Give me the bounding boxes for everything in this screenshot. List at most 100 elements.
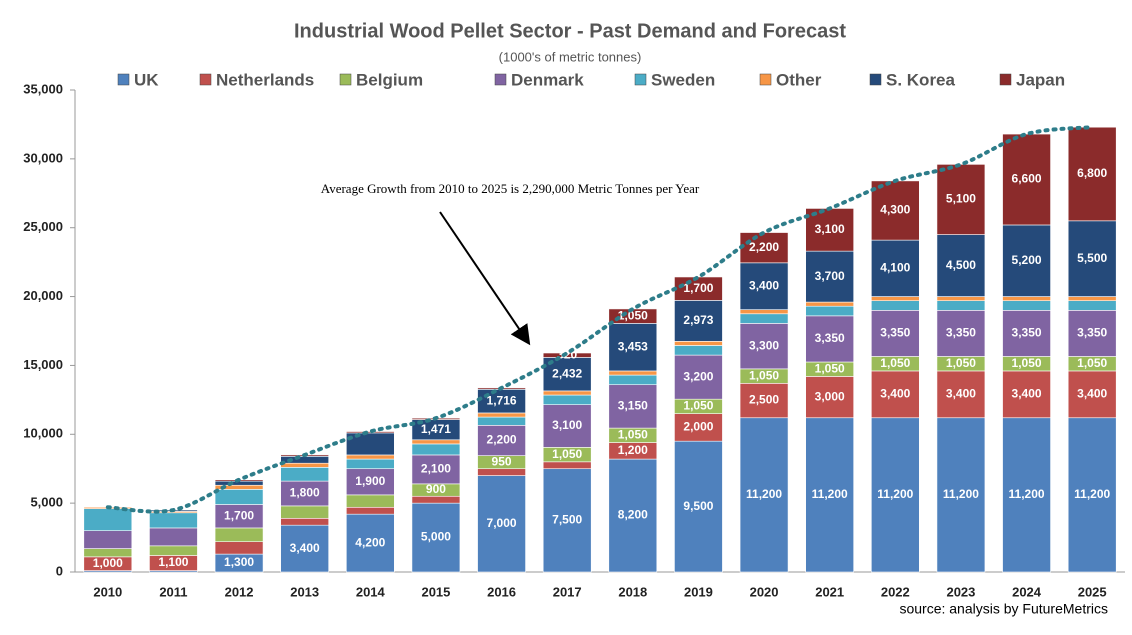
value-label: 1,200 bbox=[618, 443, 648, 457]
value-label: 3,400 bbox=[1012, 387, 1042, 401]
value-label: 6,800 bbox=[1077, 166, 1107, 180]
x-tick-label: 2018 bbox=[618, 584, 647, 599]
bar-segment bbox=[871, 296, 920, 302]
bar-segment bbox=[1067, 220, 1117, 297]
x-tick-label: 2020 bbox=[750, 584, 779, 599]
bar-segment bbox=[871, 239, 920, 297]
value-label: 2,500 bbox=[749, 393, 779, 407]
legend-swatch bbox=[634, 73, 647, 86]
value-label: 3,300 bbox=[749, 338, 779, 352]
bar-segment bbox=[1067, 417, 1117, 573]
x-tick-label: 2021 bbox=[815, 584, 844, 599]
y-tick-label: 10,000 bbox=[23, 426, 63, 441]
bar-segment bbox=[280, 462, 329, 468]
bar-segment bbox=[280, 505, 329, 519]
bar-segment bbox=[1002, 224, 1051, 297]
y-tick-label: 35,000 bbox=[23, 81, 63, 96]
bar-segment bbox=[1002, 133, 1051, 226]
bar-segment bbox=[674, 345, 723, 356]
value-label: 2,432 bbox=[552, 366, 582, 380]
value-label: 1,471 bbox=[421, 422, 451, 436]
x-tick-label: 2023 bbox=[946, 584, 975, 599]
value-label: 1,000 bbox=[93, 556, 123, 570]
annotation: Average Growth from 2010 to 2025 is 2,29… bbox=[321, 181, 700, 196]
legend-swatch bbox=[759, 73, 772, 86]
value-label: 7,500 bbox=[552, 513, 582, 527]
value-label: 950 bbox=[492, 454, 512, 468]
bar-segment bbox=[936, 300, 986, 311]
legend-swatch bbox=[339, 73, 352, 86]
x-tick-label: 2016 bbox=[487, 584, 516, 599]
bar-segment bbox=[83, 530, 133, 549]
bar-segment bbox=[936, 234, 986, 297]
bar-segment bbox=[608, 374, 658, 386]
value-label: 3,350 bbox=[1077, 326, 1107, 340]
value-label: 2,200 bbox=[749, 240, 779, 254]
bar-segment bbox=[477, 468, 526, 476]
value-label: 1,700 bbox=[224, 508, 254, 522]
bar-segment bbox=[411, 502, 461, 573]
value-label: 11,200 bbox=[1009, 487, 1045, 501]
bar-segment bbox=[542, 394, 592, 405]
value-label: 2,000 bbox=[683, 420, 713, 434]
value-label: 900 bbox=[426, 482, 446, 496]
value-label: 3,400 bbox=[749, 278, 779, 292]
value-label: 3,400 bbox=[946, 387, 976, 401]
bar-segment bbox=[805, 305, 854, 317]
bar-segment bbox=[214, 527, 264, 543]
value-label: 3,400 bbox=[290, 541, 320, 555]
bar-segment bbox=[149, 545, 198, 556]
value-label: 6,600 bbox=[1012, 172, 1042, 186]
bar-segment bbox=[805, 417, 854, 573]
value-label: 1,050 bbox=[683, 399, 713, 413]
bar-segment bbox=[608, 370, 658, 376]
x-tick-label: 2010 bbox=[93, 584, 122, 599]
bar-segment bbox=[346, 454, 395, 460]
bar-segment bbox=[936, 296, 986, 302]
x-tick-label: 2014 bbox=[356, 584, 386, 599]
legend-label: Netherlands bbox=[216, 70, 314, 89]
bar-segment bbox=[739, 309, 789, 315]
bar-segment bbox=[542, 461, 592, 470]
chart-subtitle: (1000's of metric tonnes) bbox=[499, 49, 642, 64]
bar-segment bbox=[674, 341, 723, 346]
value-label: 2,100 bbox=[421, 462, 451, 476]
legend-swatch bbox=[869, 73, 882, 86]
bar-segment bbox=[1067, 370, 1117, 419]
legend-swatch bbox=[117, 73, 130, 86]
bar-segment bbox=[477, 425, 526, 456]
bar-segment bbox=[1067, 300, 1117, 311]
value-label: 1,050 bbox=[749, 368, 779, 382]
bar-segment bbox=[674, 413, 723, 442]
x-tick-label: 2024 bbox=[1012, 584, 1042, 599]
legend-label: Belgium bbox=[356, 70, 423, 89]
bar-segment bbox=[936, 417, 986, 573]
y-tick-label: 20,000 bbox=[23, 288, 63, 303]
bar-segment bbox=[739, 262, 789, 310]
value-label: 1,716 bbox=[487, 393, 517, 407]
bar-segment bbox=[739, 313, 789, 324]
value-label: 11,200 bbox=[746, 487, 782, 501]
legend-swatch bbox=[199, 73, 212, 86]
bar-segment bbox=[411, 443, 461, 456]
value-label: 1,300 bbox=[224, 555, 254, 569]
bar-segment bbox=[871, 300, 920, 311]
bar-segment bbox=[871, 310, 920, 357]
y-tick-label: 15,000 bbox=[23, 357, 63, 372]
value-label: 1,700 bbox=[683, 281, 713, 295]
x-tick-label: 2013 bbox=[290, 584, 319, 599]
bar-segment bbox=[411, 495, 461, 504]
value-label: 1,050 bbox=[1012, 356, 1042, 370]
bar-segment bbox=[871, 180, 920, 241]
value-label: 1,050 bbox=[552, 447, 582, 461]
bar-segment bbox=[477, 412, 526, 418]
bar-segment bbox=[477, 475, 526, 573]
bar-segment bbox=[411, 439, 461, 445]
value-label: 1,050 bbox=[880, 356, 910, 370]
y-tick-label: 25,000 bbox=[23, 219, 63, 234]
bar-segment bbox=[346, 468, 395, 496]
bar-segment bbox=[477, 416, 526, 426]
x-tick-label: 2012 bbox=[225, 584, 254, 599]
bar-segment bbox=[805, 376, 854, 419]
bar-segment bbox=[936, 370, 986, 419]
